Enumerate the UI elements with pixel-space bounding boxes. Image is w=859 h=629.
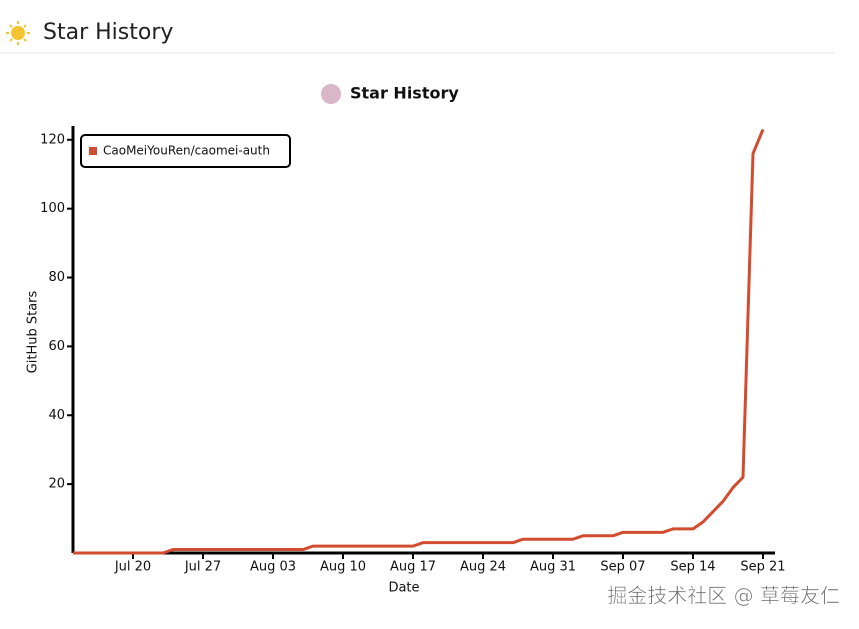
x-tick-label: Sep 21 xyxy=(740,560,785,575)
y-tick-label: 60 xyxy=(48,339,65,354)
y-tick-label: 120 xyxy=(40,132,65,147)
watermark: 掘金技术社区 @ 草莓友仁 xyxy=(607,584,840,608)
plot: 20 40 60 80 100 120 Jul 20 Jul 27 Aug 03 Aug 10 Au… xyxy=(40,126,786,575)
page-title: Star History xyxy=(43,20,173,45)
x-tick-label: Aug 10 xyxy=(320,560,366,575)
x-tick-label: Jul 20 xyxy=(114,560,151,575)
x-tick-label: Aug 17 xyxy=(390,560,436,575)
legend-label: CaoMeiYouRen/caomei-auth xyxy=(103,144,270,158)
y-axis-label: GitHub Stars xyxy=(26,290,41,373)
y-tick-label: 20 xyxy=(48,477,65,492)
sun-icon xyxy=(6,21,30,45)
x-tick-label: Aug 31 xyxy=(530,560,576,575)
x-tick-label: Sep 07 xyxy=(600,560,645,575)
y-tick-label: 100 xyxy=(40,201,65,216)
chart-title: Star History xyxy=(350,84,459,103)
x-tick-label: Sep 14 xyxy=(670,560,715,575)
x-tick-label: Aug 03 xyxy=(250,560,296,575)
legend-box xyxy=(80,134,291,168)
x-tick-label: Aug 24 xyxy=(460,560,506,575)
x-tick-label: Jul 27 xyxy=(184,560,221,575)
y-tick-label: 40 xyxy=(48,408,65,423)
legend-swatch xyxy=(89,147,97,155)
avatar xyxy=(321,84,341,104)
x-axis-label: Date xyxy=(388,581,419,596)
series-line xyxy=(73,128,765,555)
y-tick-label: 80 xyxy=(48,270,65,285)
